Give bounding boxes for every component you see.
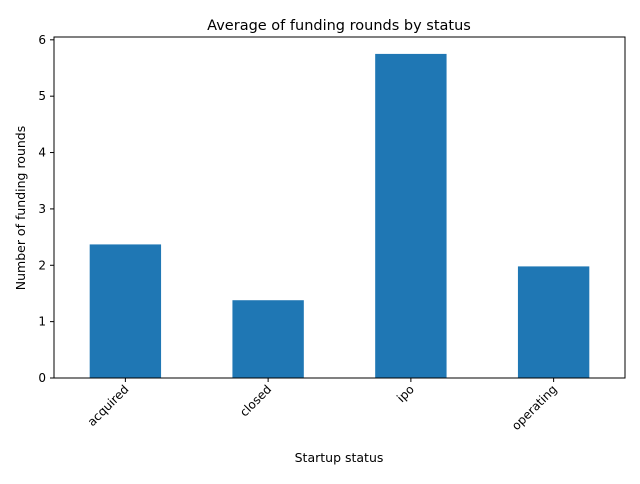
y-tick-label: 3: [38, 202, 46, 216]
y-tick-label: 2: [38, 258, 46, 272]
y-axis-label: Number of funding rounds: [13, 126, 28, 291]
bar-ipo: [375, 53, 447, 379]
bar-closed: [232, 300, 304, 378]
x-tick-label: ipo: [394, 382, 417, 405]
bar-acquired: [89, 244, 162, 378]
x-tick-label: acquired: [85, 382, 132, 429]
y-tick-label: 0: [38, 371, 46, 385]
bar-operating: [517, 266, 590, 378]
x-axis-label: Startup status: [295, 450, 384, 465]
y-axis: 0 1 2 3 4 5 6: [38, 33, 54, 385]
x-tick-label: closed: [237, 382, 274, 419]
x-axis: acquired closed ipo operating: [85, 378, 560, 433]
chart-title: Average of funding rounds by status: [207, 18, 471, 34]
y-tick-label: 5: [38, 89, 46, 103]
y-tick-label: 4: [38, 146, 46, 160]
y-tick-label: 1: [38, 315, 46, 329]
x-tick-label: operating: [509, 382, 560, 433]
bars-layer: [89, 53, 590, 379]
y-tick-label: 6: [38, 33, 46, 47]
plot-frame: [53, 36, 626, 379]
